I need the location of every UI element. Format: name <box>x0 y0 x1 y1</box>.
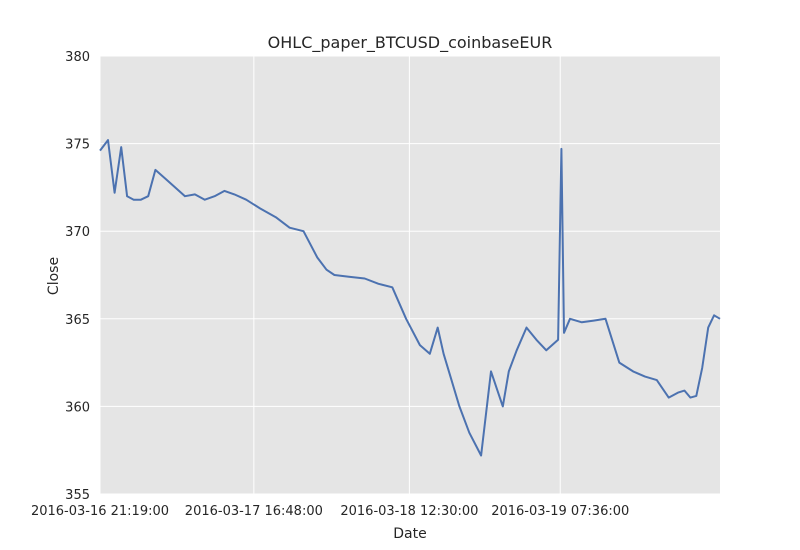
y-tick-label: 365 <box>65 313 90 328</box>
y-tick-label: 380 <box>65 50 90 65</box>
y-tick-label: 355 <box>65 488 90 503</box>
x-axis-label: Date <box>393 526 426 542</box>
y-tick-label: 370 <box>65 225 90 240</box>
y-axis-label: Close <box>46 257 62 295</box>
x-tick-label: 2016-03-16 21:19:00 <box>31 504 169 519</box>
plot-area <box>100 56 720 494</box>
x-tick-label: 2016-03-19 07:36:00 <box>491 504 629 519</box>
grid <box>99 55 720 495</box>
axis-ticks: 355 360 365 370 375 380 2016-03-16 21:19:00 201… <box>31 50 629 519</box>
chart-title: OHLC_paper_BTCUSD_coinbaseEUR <box>268 33 553 53</box>
x-tick-label: 2016-03-17 16:48:00 <box>185 504 323 519</box>
y-tick-label: 375 <box>65 138 90 153</box>
y-tick-label: 360 <box>65 400 90 415</box>
x-tick-label: 2016-03-18 12:30:00 <box>340 504 478 519</box>
close-price-line <box>99 139 721 457</box>
